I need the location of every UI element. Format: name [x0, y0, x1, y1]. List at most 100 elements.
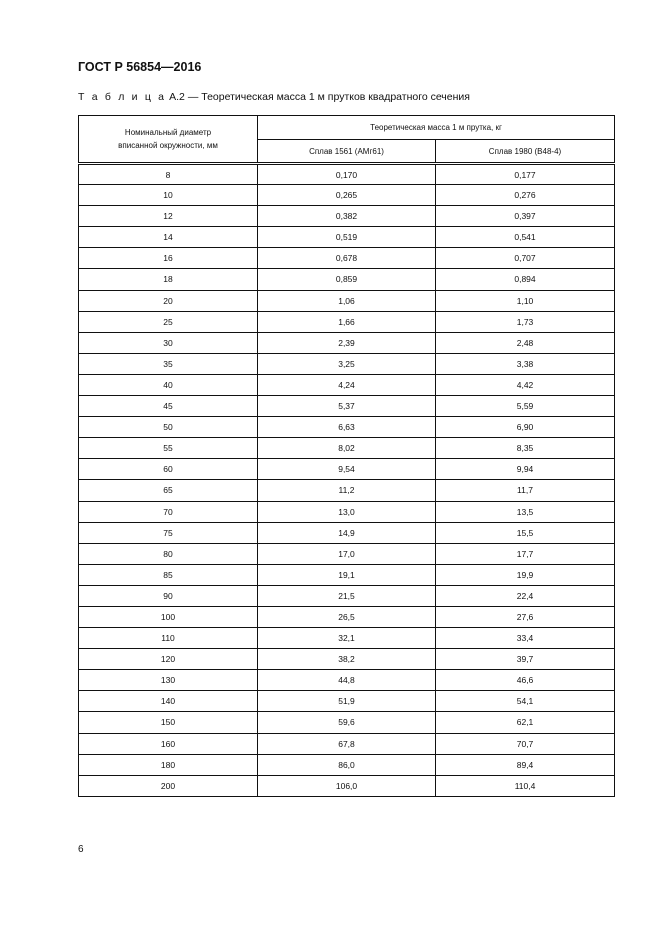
cell-mass-1561: 59,6 [257, 711, 436, 734]
table-row: 75 14,9 15,5 [78, 521, 616, 544]
cell-mass-1980: 5,59 [434, 395, 616, 418]
document-code: ГОСТ Р 56854—2016 [78, 60, 202, 74]
cell-mass-1980: 15,5 [434, 521, 616, 544]
cell-mass-1561: 0,859 [257, 268, 436, 291]
cell-mass-1980: 1,10 [434, 289, 616, 312]
cell-mass-1561: 38,2 [257, 648, 436, 671]
cell-diameter: 90 [78, 584, 258, 607]
table-row: 25 1,66 1,73 [78, 310, 616, 333]
cell-diameter: 130 [78, 669, 258, 692]
cell-mass-1561: 3,25 [257, 352, 436, 375]
cell-diameter: 8 [78, 162, 258, 186]
cell-diameter: 30 [78, 331, 258, 354]
cell-diameter: 60 [78, 458, 258, 481]
cell-diameter: 55 [78, 437, 258, 460]
cell-mass-1561: 19,1 [257, 563, 436, 586]
cell-mass-1561: 1,06 [257, 289, 436, 312]
cell-mass-1561: 17,0 [257, 542, 436, 565]
cell-mass-1980: 1,73 [434, 310, 616, 333]
table-row: 12 0,382 0,397 [78, 205, 616, 228]
cell-diameter: 20 [78, 289, 258, 312]
table-row: 50 6,63 6,90 [78, 416, 616, 439]
cell-mass-1980: 17,7 [434, 542, 616, 565]
table-row: 110 32,1 33,4 [78, 627, 616, 650]
cell-mass-1980: 13,5 [434, 500, 616, 523]
cell-mass-1561: 0,382 [257, 205, 436, 228]
cell-diameter: 75 [78, 521, 258, 544]
cell-mass-1980: 11,7 [434, 479, 616, 502]
cell-mass-1980: 4,42 [434, 373, 616, 397]
cell-mass-1980: 46,6 [434, 669, 616, 692]
cell-mass-1980: 54,1 [434, 690, 616, 713]
table-row: 90 21,5 22,4 [78, 584, 616, 607]
cell-mass-1980: 0,177 [434, 162, 616, 186]
cell-diameter: 80 [78, 542, 258, 565]
cell-diameter: 12 [78, 205, 258, 228]
cell-diameter: 50 [78, 416, 258, 439]
cell-mass-1980: 62,1 [434, 711, 616, 734]
cell-mass-1561: 67,8 [257, 732, 436, 755]
cell-diameter: 180 [78, 753, 258, 776]
table-row: 20 1,06 1,10 [78, 289, 616, 312]
cell-mass-1561: 4,24 [257, 373, 436, 397]
table-row: 85 19,1 19,9 [78, 563, 616, 586]
cell-mass-1561: 0,519 [257, 226, 436, 249]
table-row: 80 17,0 17,7 [78, 542, 616, 565]
cell-diameter: 45 [78, 395, 258, 418]
cell-diameter: 110 [78, 627, 258, 650]
cell-diameter: 160 [78, 732, 258, 755]
cell-mass-1561: 5,37 [257, 395, 436, 418]
cell-diameter: 14 [78, 226, 258, 249]
table-row: 65 11,2 11,7 [78, 479, 616, 502]
table-row: 130 44,8 46,6 [78, 669, 616, 692]
cell-mass-1561: 2,39 [257, 331, 436, 354]
table-row: 30 2,39 2,48 [78, 331, 616, 354]
cell-mass-1980: 19,9 [434, 563, 616, 586]
table-caption: Т а б л и ц а А.2 — Теоретическая масса … [78, 91, 470, 103]
table-row: 8 0,170 0,177 [78, 162, 616, 186]
table-row: 150 59,6 62,1 [78, 711, 616, 734]
cell-mass-1980: 2,48 [434, 331, 616, 354]
cell-diameter: 120 [78, 648, 258, 671]
table-title: — Теоретическая масса 1 м прутков квадра… [184, 91, 470, 103]
cell-mass-1561: 0,265 [257, 184, 436, 207]
page-number: 6 [78, 844, 84, 855]
cell-mass-1980: 33,4 [434, 627, 616, 650]
cell-diameter: 85 [78, 563, 258, 586]
cell-mass-1561: 26,5 [257, 605, 436, 629]
table-row: 200 106,0 110,4 [78, 774, 616, 797]
cell-mass-1561: 21,5 [257, 584, 436, 607]
cell-mass-1980: 22,4 [434, 584, 616, 607]
table-row: 180 86,0 89,4 [78, 753, 616, 776]
cell-diameter: 150 [78, 711, 258, 734]
cell-mass-1980: 6,90 [434, 416, 616, 439]
cell-mass-1561: 8,02 [257, 437, 436, 460]
table-row: 55 8,02 8,35 [78, 437, 616, 460]
table-row: 16 0,678 0,707 [78, 247, 616, 270]
cell-diameter: 16 [78, 247, 258, 270]
cell-mass-1561: 44,8 [257, 669, 436, 692]
cell-diameter: 100 [78, 605, 258, 629]
cell-mass-1980: 0,894 [434, 268, 616, 291]
header-diameter: Номинальный диаметр вписанной окружности… [78, 115, 258, 165]
cell-mass-1980: 110,4 [434, 774, 616, 797]
cell-mass-1980: 3,38 [434, 352, 616, 375]
cell-mass-1980: 27,6 [434, 605, 616, 629]
table-row: 120 38,2 39,7 [78, 648, 616, 671]
mass-table: Номинальный диаметр вписанной окружности… [78, 115, 616, 797]
table-row: 40 4,24 4,42 [78, 373, 616, 397]
cell-mass-1980: 0,276 [434, 184, 616, 207]
cell-mass-1980: 89,4 [434, 753, 616, 776]
cell-mass-1561: 9,54 [257, 458, 436, 481]
cell-mass-1561: 0,170 [257, 162, 436, 186]
table-row: 35 3,25 3,38 [78, 352, 616, 375]
cell-mass-1561: 6,63 [257, 416, 436, 439]
cell-mass-1980: 39,7 [434, 648, 616, 671]
cell-diameter: 25 [78, 310, 258, 333]
cell-diameter: 40 [78, 373, 258, 397]
cell-mass-1980: 0,397 [434, 205, 616, 228]
cell-diameter: 140 [78, 690, 258, 713]
cell-mass-1561: 51,9 [257, 690, 436, 713]
table-row: 10 0,265 0,276 [78, 184, 616, 207]
cell-mass-1561: 11,2 [257, 479, 436, 502]
